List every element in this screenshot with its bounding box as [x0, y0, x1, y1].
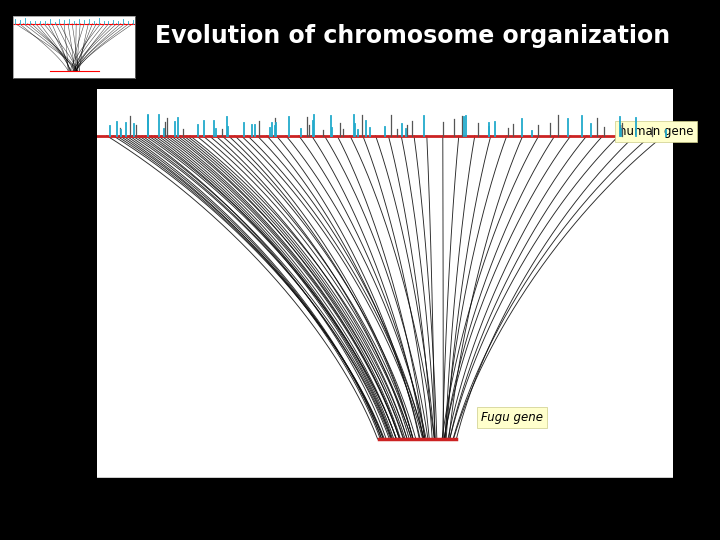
Text: human gene: human gene: [618, 125, 693, 138]
X-axis label: thousands of nucleotide pairs: thousands of nucleotide pairs: [287, 510, 484, 523]
Text: Evolution of chromosome organization: Evolution of chromosome organization: [155, 24, 670, 48]
Text: 0: 0: [13, 79, 17, 84]
Text: 180.5kb: 180.5kb: [121, 79, 143, 84]
Text: Fugu gene: Fugu gene: [481, 411, 543, 424]
